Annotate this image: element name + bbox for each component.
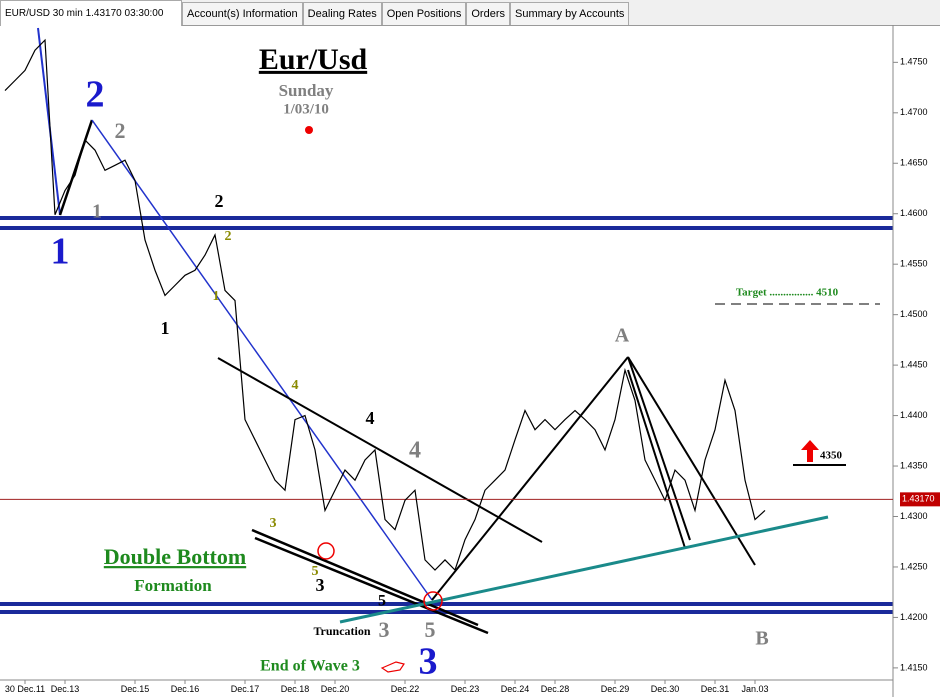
marker-circle [317,542,335,560]
trend-line [431,356,629,601]
x-tick-label: Dec.22 [391,684,420,694]
tab[interactable]: Open Positions [381,2,467,25]
tab[interactable]: Summary by Accounts [509,2,630,25]
channel-line [251,528,479,627]
y-tick-label: 1.4600 [900,208,928,218]
annotation: 5 [312,564,319,579]
annotation: Formation [134,576,212,595]
drawings [0,25,894,697]
x-tick-label: Dec.31 [701,684,730,694]
y-tick-label: 1.4700 [900,107,928,117]
x-tick-label: Dec.18 [281,684,310,694]
y-tick-label: 1.4750 [900,57,928,67]
trend-line [339,515,829,624]
x-tick-label: Dec.28 [541,684,570,694]
x-tick-label: Dec.23 [451,684,480,694]
annotation: 3 [379,617,390,642]
chart: 1.4750 1.4700 1.4650 1.4600 1.4550 1.4500 1.44… [0,25,940,697]
trend-line [91,119,433,601]
y-tick-label: 1.4250 [900,561,928,571]
tab[interactable]: Dealing Rates [302,2,382,25]
trend-line [37,27,61,216]
x-tick-label: Jan.03 [741,684,768,694]
trend-line [58,119,94,216]
price-line [4,38,766,572]
annotation: 2 [115,118,126,143]
channel-line [217,357,543,543]
marker-circle [423,591,443,611]
annotation: 1 [161,318,170,338]
annotation: Double Bottom [104,544,246,569]
x-tick-label: Dec.20 [321,684,350,694]
y-tick-label: 1.4400 [900,410,928,420]
trend-line [627,369,686,549]
annotation: 1/03/10 [283,101,329,117]
x-tick-label: Dec.15 [121,684,150,694]
annotation: 3 [316,575,325,595]
y-tick-label: 1.4150 [900,662,928,672]
annotation: B [755,628,768,650]
x-tick-label: Dec.16 [171,684,200,694]
last-price-label: 1.43170 [902,494,935,504]
y-tick-label: 1.4650 [900,158,928,168]
channel-line [254,536,489,635]
trend-line [627,356,756,566]
annotation: 4 [409,438,421,464]
last-price-box [900,492,940,507]
x-tick-label: 30 Dec.11 [5,684,45,694]
annotation: 3 [270,516,277,531]
y-tick-label: 1.4500 [900,309,928,319]
y-tick-label: 1.4550 [900,259,928,269]
annotation: 2 [86,74,105,116]
up-arrow [801,440,819,462]
x-tick-label: Dec.24 [501,684,530,694]
annotation: 2 [215,191,224,211]
x-tick-label: Dec.17 [231,684,260,694]
annotation: 4 [366,408,375,428]
annotation: 3 [419,641,438,683]
annotation: 4 [292,378,299,393]
annotation: End of Wave 3 [260,658,360,675]
tab[interactable]: Orders [466,2,510,25]
annotation: Truncation [313,624,370,638]
trend-line [627,356,691,541]
x-tick-label: Dec.30 [651,684,680,694]
annotation: 5 [378,593,386,610]
annotation: Target ................ 4510 [736,287,839,299]
annotation: 1 [92,201,102,223]
x-tick-label: Dec.29 [601,684,630,694]
annotation: 1 [51,231,70,273]
annotation: 5 [425,617,436,642]
annotation: A [615,325,630,347]
annotation: Sunday [279,81,334,100]
annotation: Eur/Usd [259,43,368,76]
y-tick-label: 1.4300 [900,511,928,521]
tab-bar: EUR/USD 30 min 1.43170 03:30:00 Account(… [0,0,940,26]
y-tick-label: 1.4350 [900,460,928,470]
y-tick-label: 1.4450 [900,359,928,369]
tab[interactable]: Account(s) Information [182,2,303,25]
annotation: 4350 [820,450,843,462]
window-title: EUR/USD 30 min 1.43170 03:30:00 [0,0,182,26]
hand-icon [380,661,405,673]
red-dot [305,126,313,134]
annotation: 2 [225,229,232,244]
x-tick-label: Dec.13 [51,684,80,694]
y-tick-label: 1.4200 [900,612,928,622]
annotation: 1 [213,289,220,304]
